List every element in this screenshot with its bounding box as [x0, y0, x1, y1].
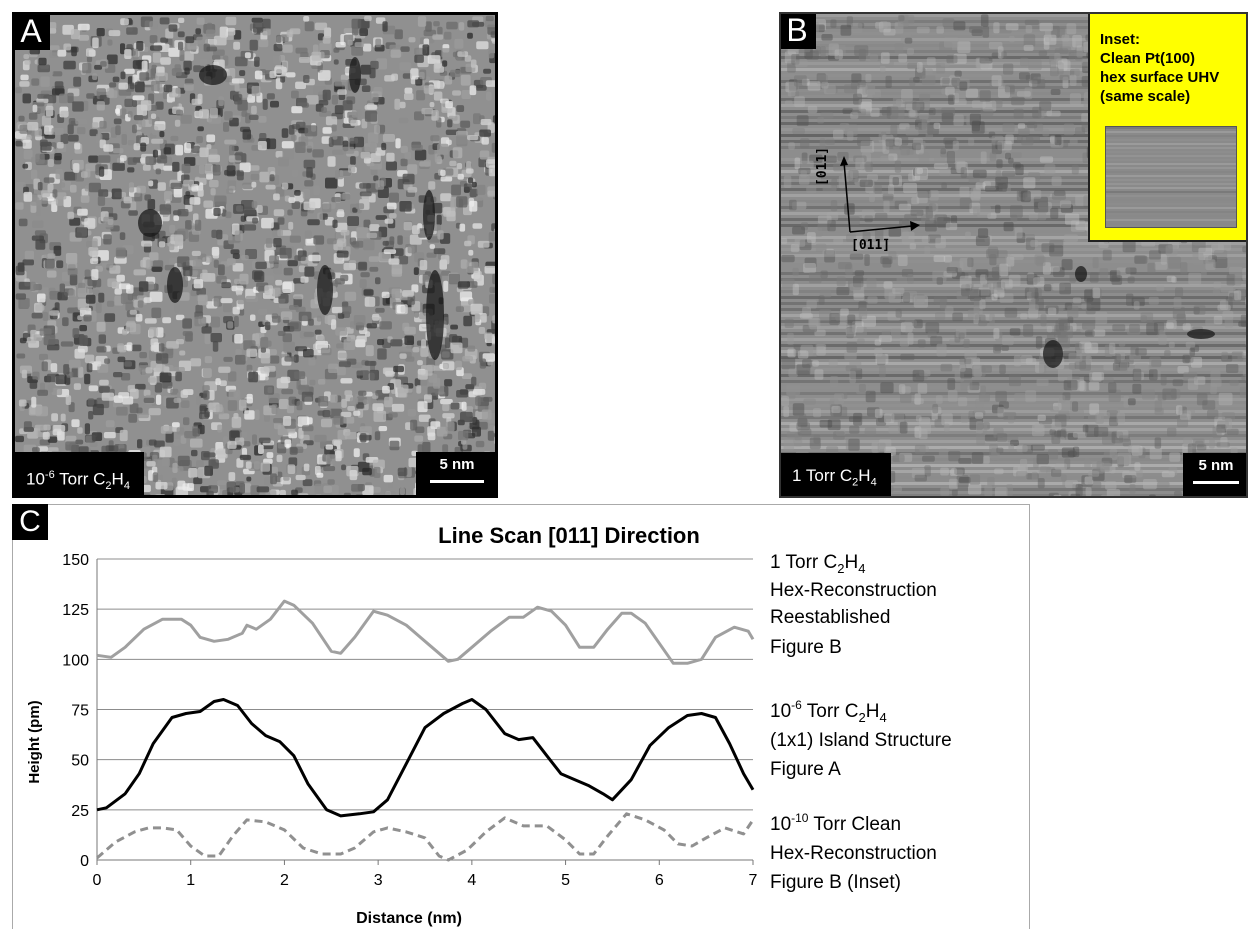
condition-a-pre: 10	[26, 470, 45, 489]
chart-title: Line Scan [011] Direction	[438, 523, 700, 548]
stm-image-a: A 10-6 Torr C2H4 5 nm	[12, 12, 498, 498]
condition-label-a: 10-6 Torr C2H4	[12, 452, 144, 498]
inset-box: Inset: Clean Pt(100) hex surface UHV (sa…	[1088, 12, 1248, 242]
condition-b-h: H	[858, 466, 870, 485]
legend-3-line-2: Hex-Reconstruction	[770, 843, 937, 864]
x-tick-label: 4	[467, 872, 476, 889]
legend-1-line-2: Hex-Reconstruction	[770, 580, 937, 601]
direction-label-horizontal: [011̄]	[851, 238, 890, 253]
line-scan-chart: Line Scan [011] Direction 02550751001251…	[13, 505, 1029, 930]
x-tick-label: 3	[374, 872, 383, 889]
condition-a-sub2: 4	[124, 480, 130, 492]
x-tick-label: 6	[655, 872, 664, 889]
y-tick-label: 150	[62, 552, 89, 569]
inset-text: Inset: Clean Pt(100) hex surface UHV (sa…	[1100, 30, 1219, 106]
legend-1-line-4: Figure B	[770, 637, 842, 658]
y-tick-label: 50	[71, 753, 89, 770]
legend-2-line-2: (1x1) Island Structure	[770, 730, 952, 751]
y-axis-label: Height (pm)	[26, 700, 43, 783]
x-tick-label: 5	[561, 872, 570, 889]
condition-a-exp: -6	[45, 469, 55, 481]
condition-label-b: 1 Torr C2H4	[779, 453, 891, 498]
inset-image	[1105, 126, 1237, 228]
y-tick-label: 25	[71, 803, 89, 820]
direction-label-vertical: [011]	[815, 147, 830, 186]
scale-label-b: 5 nm	[1183, 457, 1248, 474]
panel-label-c: C	[12, 504, 48, 540]
scale-bar-a: 5 nm	[416, 452, 498, 498]
legend: 1 Torr C2H4 Hex-Reconstruction Reestabli…	[770, 552, 952, 893]
scale-line-a	[430, 480, 484, 483]
series-line-3	[97, 814, 753, 860]
series-line-2	[97, 700, 753, 816]
legend-2-line-3: Figure A	[770, 759, 841, 780]
y-tick-label: 75	[71, 703, 89, 720]
stm-image-b: B [011] [011̄] Inset: Clean Pt(100) hex …	[779, 12, 1248, 498]
legend-1-line-3: Reestablished	[770, 607, 890, 628]
series-line-1	[97, 601, 753, 663]
scale-bar-b: 5 nm	[1183, 453, 1248, 498]
x-tick-label: 2	[280, 872, 289, 889]
stm-texture-a	[15, 15, 495, 495]
condition-a-mid: Torr C	[55, 470, 106, 489]
panel-label-a: A	[12, 12, 50, 50]
condition-b-sub2: 4	[871, 476, 877, 488]
x-axis-label: Distance (nm)	[356, 910, 462, 927]
x-tick-label: 1	[186, 872, 195, 889]
scale-label-a: 5 nm	[416, 456, 498, 473]
x-tick-label: 0	[93, 872, 102, 889]
y-tick-label: 0	[80, 853, 89, 870]
condition-a-h: H	[112, 470, 124, 489]
tick-labels: 0 25 50 75 100 125 150 0 1 2 3 4 5 6 7	[62, 552, 757, 889]
scale-line-b	[1193, 481, 1239, 484]
series-lines	[97, 601, 753, 860]
legend-2-line-1: 10-6 Torr C2H4	[770, 698, 887, 725]
y-tick-label: 100	[62, 652, 89, 669]
y-tick-label: 125	[62, 602, 89, 619]
legend-3-line-3: Figure B (Inset)	[770, 872, 901, 893]
legend-3-line-1: 10-10 Torr Clean	[770, 811, 901, 835]
x-tick-label: 7	[749, 872, 758, 889]
condition-b-pre: 1 Torr C	[792, 466, 852, 485]
inset-texture	[1106, 127, 1236, 227]
panel-label-b: B	[779, 12, 816, 49]
legend-1-line-1: 1 Torr C2H4	[770, 552, 865, 576]
